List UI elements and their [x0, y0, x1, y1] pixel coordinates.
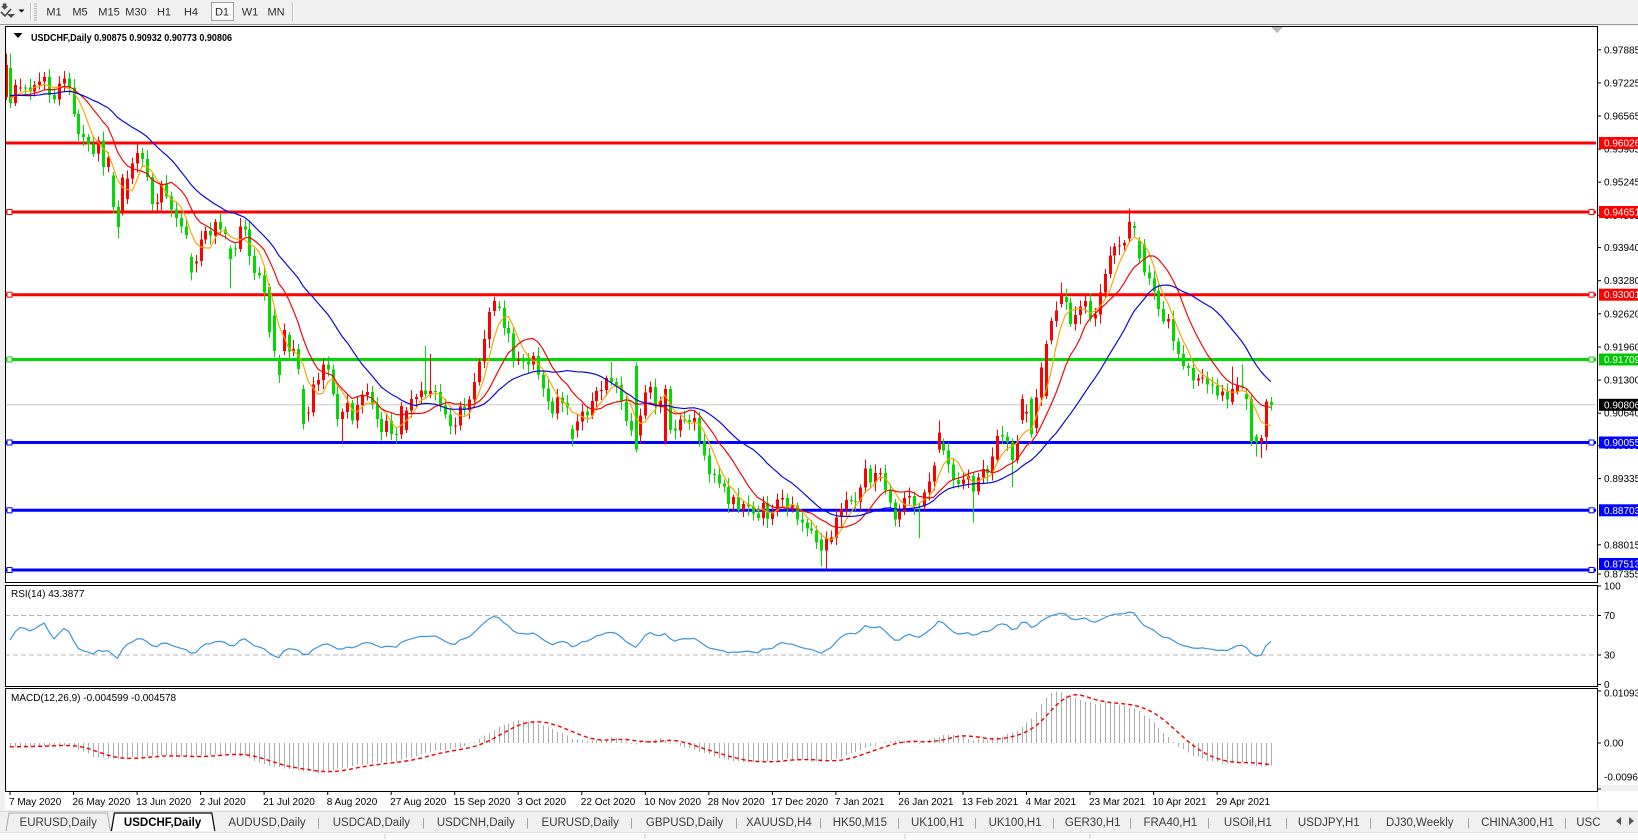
svg-text:4 Mar 2021: 4 Mar 2021	[1026, 797, 1077, 808]
svg-text:M1: M1	[46, 7, 61, 19]
svg-text:0.89335: 0.89335	[1604, 474, 1638, 485]
svg-text:MN: MN	[267, 7, 284, 19]
svg-text:W1: W1	[242, 7, 259, 19]
svg-text:CHINA300,H1: CHINA300,H1	[1481, 817, 1554, 829]
svg-text:GER30,H1: GER30,H1	[1065, 817, 1121, 829]
svg-text:D1: D1	[215, 7, 229, 19]
svg-text:|: |	[735, 817, 738, 829]
svg-text:0.92620: 0.92620	[1604, 309, 1638, 320]
svg-text:0.91960: 0.91960	[1604, 343, 1638, 354]
svg-text:USDCHF,Daily 0.90875 0.90932: USDCHF,Daily 0.90875 0.90932 0.90773 0.9…	[31, 32, 232, 44]
svg-text:3 Oct 2020: 3 Oct 2020	[517, 797, 566, 808]
svg-text:10 Apr 2021: 10 Apr 2021	[1153, 797, 1207, 808]
svg-text:0.93940: 0.93940	[1604, 243, 1638, 254]
svg-text:USDCNH,Daily: USDCNH,Daily	[437, 817, 515, 829]
svg-text:|: |	[526, 817, 529, 829]
svg-text:M5: M5	[72, 7, 87, 19]
svg-text:0.88703: 0.88703	[1604, 506, 1638, 517]
svg-text:USDCHF,Daily: USDCHF,Daily	[124, 817, 202, 829]
svg-text:EURUSD,Daily: EURUSD,Daily	[542, 817, 620, 829]
svg-text:0.94651: 0.94651	[1604, 208, 1638, 219]
svg-text:|: |	[819, 817, 822, 829]
svg-text:27 Aug 2020: 27 Aug 2020	[390, 797, 447, 808]
svg-text:0.96026: 0.96026	[1604, 139, 1638, 150]
svg-text:USDCAD,Daily: USDCAD,Daily	[333, 817, 411, 829]
svg-text:0.00: 0.00	[1604, 739, 1624, 750]
svg-text:MACD(12,26,9) -0.004599 -0.004: MACD(12,26,9) -0.004599 -0.004578	[11, 693, 177, 704]
svg-text:|: |	[630, 817, 633, 829]
svg-text:0: 0	[1604, 680, 1610, 691]
svg-text:UK100,H1: UK100,H1	[911, 817, 964, 829]
svg-text:EURUSD,Daily: EURUSD,Daily	[20, 817, 98, 829]
svg-text:|: |	[1129, 817, 1132, 829]
svg-text:FRA40,H1: FRA40,H1	[1143, 817, 1197, 829]
svg-text:|: |	[422, 817, 425, 829]
svg-text:|: |	[1285, 817, 1288, 829]
svg-text:|: |	[1207, 817, 1210, 829]
svg-text:0.88015: 0.88015	[1604, 540, 1638, 551]
svg-text:|: |	[1564, 817, 1567, 829]
svg-text:0.87355: 0.87355	[1604, 570, 1638, 581]
svg-text:USDJPY,H1: USDJPY,H1	[1298, 817, 1360, 829]
svg-text:26 May 2020: 26 May 2020	[73, 797, 131, 808]
svg-text:70: 70	[1604, 611, 1616, 622]
svg-text:USC: USC	[1576, 817, 1600, 829]
svg-text:23 Mar 2021: 23 Mar 2021	[1089, 797, 1146, 808]
svg-text:|: |	[974, 817, 977, 829]
svg-text:H4: H4	[184, 7, 198, 19]
svg-text:AUDUSD,Daily: AUDUSD,Daily	[228, 817, 306, 829]
svg-text:8 Aug 2020: 8 Aug 2020	[327, 797, 378, 808]
svg-text:|: |	[1467, 817, 1470, 829]
svg-text:0.01093: 0.01093	[1604, 689, 1638, 700]
svg-text:0.95905: 0.95905	[1604, 145, 1638, 156]
svg-text:13 Jun 2020: 13 Jun 2020	[136, 797, 191, 808]
svg-text:0.97885: 0.97885	[1604, 45, 1638, 56]
svg-text:30: 30	[1604, 651, 1616, 662]
svg-text:0.91709: 0.91709	[1604, 355, 1638, 366]
svg-text:0.90055: 0.90055	[1604, 438, 1638, 449]
svg-text:XAUUSD,H4: XAUUSD,H4	[746, 817, 812, 829]
svg-text:10 Nov 2020: 10 Nov 2020	[644, 797, 701, 808]
svg-text:0.93001: 0.93001	[1604, 290, 1638, 301]
svg-text:0.93280: 0.93280	[1604, 276, 1638, 287]
svg-text:M15: M15	[98, 7, 119, 19]
svg-text:USOil,H1: USOil,H1	[1224, 817, 1272, 829]
svg-text:GBPUSD,Daily: GBPUSD,Daily	[646, 817, 724, 829]
svg-text:DJ30,Weekly: DJ30,Weekly	[1386, 817, 1454, 829]
svg-text:21 Jul 2020: 21 Jul 2020	[263, 797, 315, 808]
svg-text:M30: M30	[125, 7, 146, 19]
svg-text:0.90806: 0.90806	[1604, 400, 1638, 411]
svg-text:0.91300: 0.91300	[1604, 376, 1638, 387]
svg-text:29 Apr 2021: 29 Apr 2021	[1216, 797, 1270, 808]
svg-text:HK50,M15: HK50,M15	[833, 817, 887, 829]
svg-text:0.95245: 0.95245	[1604, 178, 1638, 189]
svg-text:UK100,H1: UK100,H1	[989, 817, 1042, 829]
svg-text:15 Sep 2020: 15 Sep 2020	[454, 797, 511, 808]
svg-text:|: |	[897, 817, 900, 829]
svg-text:22 Oct 2020: 22 Oct 2020	[581, 797, 636, 808]
svg-text:7 Jan 2021: 7 Jan 2021	[835, 797, 885, 808]
svg-text:0.90640: 0.90640	[1604, 409, 1638, 420]
svg-text:|: |	[1369, 817, 1372, 829]
svg-text:2 Jul 2020: 2 Jul 2020	[200, 797, 247, 808]
svg-text:H1: H1	[157, 7, 171, 19]
svg-text:100: 100	[1604, 582, 1621, 593]
svg-text:28 Nov 2020: 28 Nov 2020	[708, 797, 765, 808]
svg-text:0.96565: 0.96565	[1604, 112, 1638, 123]
svg-text:7 May 2020: 7 May 2020	[9, 797, 62, 808]
svg-text:|: |	[1052, 817, 1055, 829]
svg-text:RSI(14) 43.3877: RSI(14) 43.3877	[11, 589, 85, 600]
svg-text:|: |	[317, 817, 320, 829]
svg-text:26 Jan 2021: 26 Jan 2021	[898, 797, 953, 808]
svg-text:0.97225: 0.97225	[1604, 78, 1638, 89]
svg-text:-0.00965: -0.00965	[1604, 773, 1638, 784]
svg-text:17 Dec 2020: 17 Dec 2020	[771, 797, 828, 808]
svg-text:0.87513: 0.87513	[1604, 560, 1638, 571]
svg-text:13 Feb 2021: 13 Feb 2021	[962, 797, 1019, 808]
